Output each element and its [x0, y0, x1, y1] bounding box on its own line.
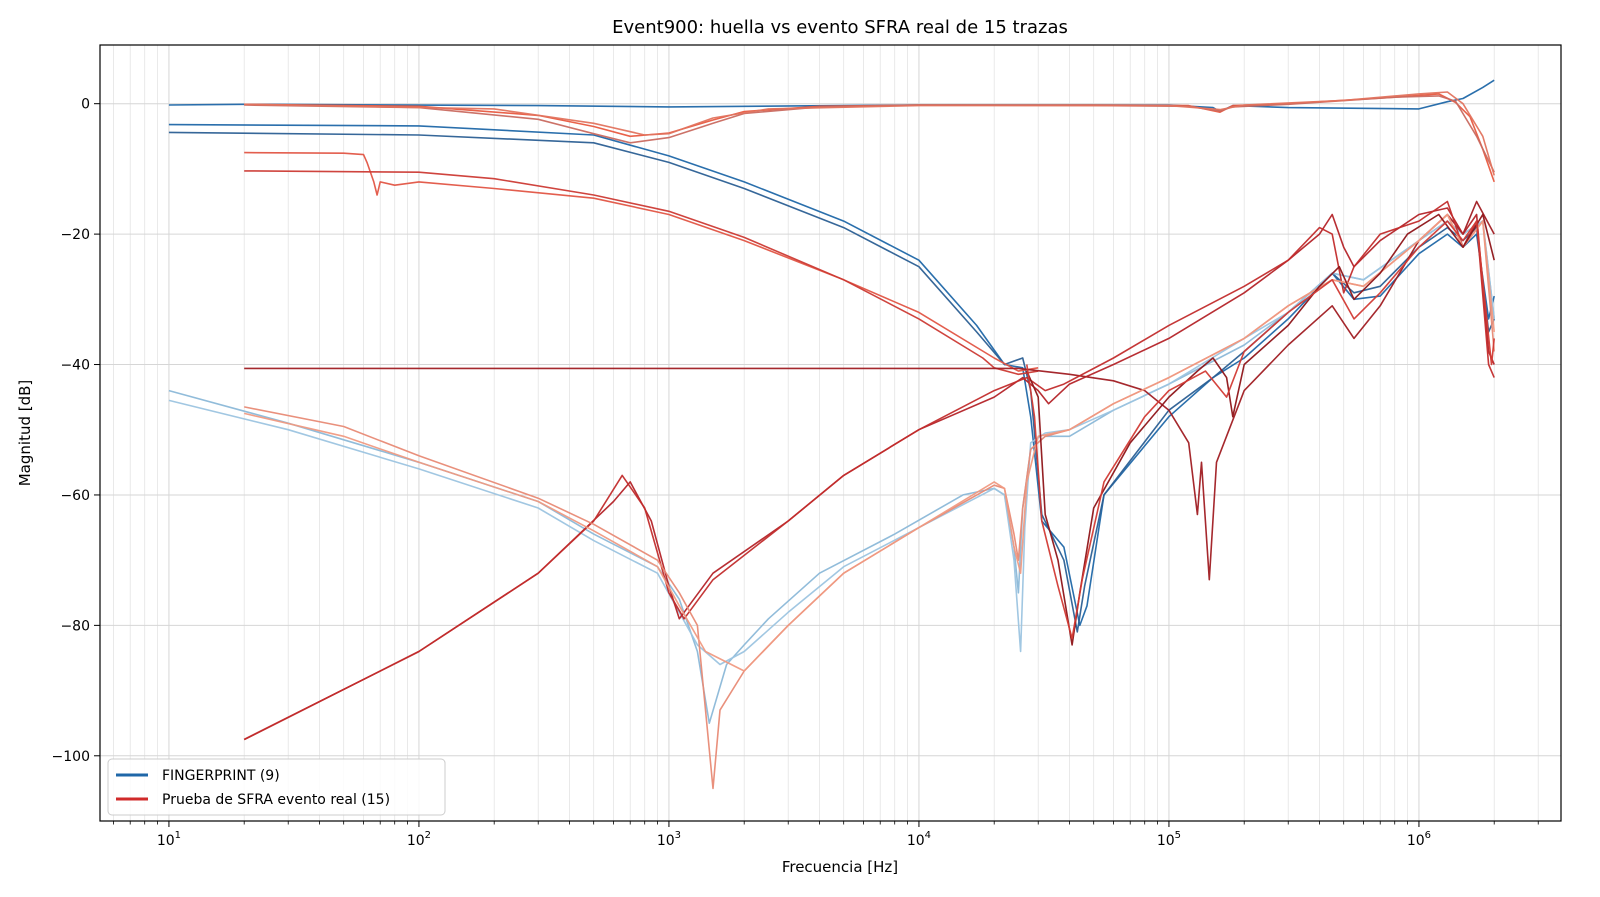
x-axis-label: Frecuencia [Hz]	[782, 858, 898, 876]
fingerprint-trace	[168, 123, 1495, 627]
y-tick-label: −60	[60, 488, 90, 504]
y-tick-label: −20	[60, 227, 90, 243]
event-trace	[244, 91, 1495, 176]
legend-label-fingerprint: FINGERPRINT (9)	[162, 768, 280, 784]
y-axis-label: Magnitud [dB]	[16, 380, 34, 487]
y-tick-label: −80	[60, 618, 90, 634]
event-trace	[243, 200, 1495, 741]
y-tick-label: 0	[81, 97, 90, 113]
x-tick-label: 103	[657, 830, 681, 849]
y-tick-label: −40	[60, 358, 90, 374]
x-tick-label: 104	[907, 830, 931, 849]
ticks-layer: 101 102 103 104 105 106 0 −20 −40 −60 −80 −100	[52, 97, 1539, 849]
series-layer	[168, 79, 1495, 790]
legend: FINGERPRINT (9) Prueba de SFRA evento re…	[107, 758, 446, 816]
legend-box	[107, 758, 446, 816]
x-tick-label: 105	[1157, 830, 1181, 849]
x-tick-label: 101	[157, 830, 181, 849]
legend-label-event: Prueba de SFRA evento real (15)	[162, 792, 390, 808]
event-trace	[1026, 220, 1495, 640]
event-trace	[244, 213, 1495, 672]
fingerprint-trace	[168, 220, 1495, 666]
fingerprint-trace	[168, 131, 1495, 633]
minor-gridlines	[113, 45, 1539, 821]
chart-title: Event900: huella vs evento SFRA real de …	[612, 17, 1068, 38]
major-gridlines	[100, 45, 1561, 821]
x-tick-label: 106	[1407, 830, 1431, 849]
plot-frame	[99, 44, 1562, 822]
event-trace	[243, 207, 1495, 741]
x-tick-label: 102	[407, 830, 431, 849]
y-tick-label: −100	[52, 749, 90, 765]
event-trace	[244, 151, 1039, 372]
